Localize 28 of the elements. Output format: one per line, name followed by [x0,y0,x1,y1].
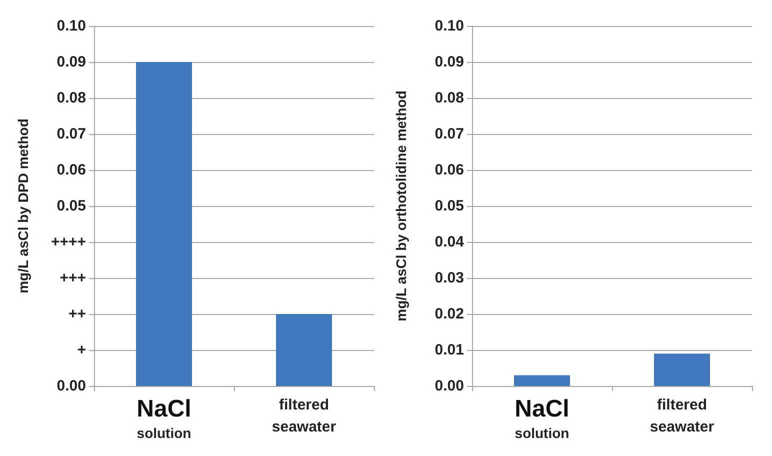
y-tick-label: 0.05 [56,198,86,214]
y-tick-label: 0.03 [434,270,464,286]
y-tick-label: 0.09 [56,54,86,70]
y-axis-title: mg/L asCl by orthotolidine method [393,90,409,322]
y-tick-label: 0.08 [56,90,86,106]
y-axis-title: mg/L asCl by DPD method [15,118,31,294]
y-tick-label: + [77,342,86,358]
y-tick-label: ++++ [50,234,86,250]
y-tick-label: 0.10 [56,18,86,34]
y-tick-label: 0.06 [434,162,464,178]
y-tick-label: 0.07 [434,126,464,142]
y-tick-label: +++ [60,270,86,286]
x-tick-label: NaCl solution [514,396,570,441]
y-tick-label: ++ [68,306,86,322]
x-tick-label: filtered seawater [650,396,714,436]
y-tick-label: 0.04 [434,234,465,250]
x-tick-label: NaCl solution [136,396,192,441]
y-tick-label: 0.09 [434,54,464,70]
y-tick-label: 0.02 [434,306,464,322]
y-tick-label: 0.07 [56,126,86,142]
x-tick-label: filtered seawater [272,396,336,436]
y-tick-label: 0.10 [434,18,464,34]
y-tick-label: 0.06 [56,162,86,178]
y-tick-label: 0.00 [56,378,86,394]
y-tick-label: 0.00 [434,378,464,394]
y-tick-label: 0.05 [434,198,464,214]
y-tick-label: 0.01 [434,342,464,358]
y-tick-label: 0.08 [434,90,464,106]
